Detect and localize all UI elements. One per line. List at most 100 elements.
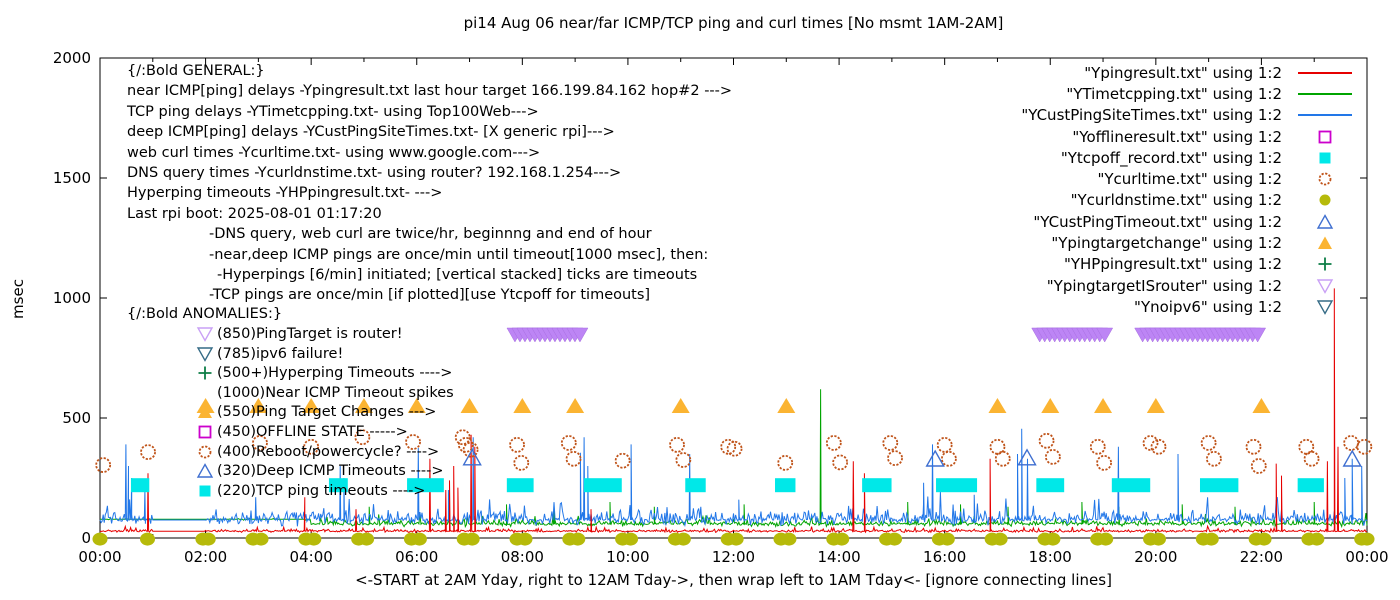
marker-dns-time	[728, 532, 744, 546]
marker-tcp-timeout	[130, 478, 150, 493]
x-axis-label: <-START at 2AM Yday, right to 12AM Tday-…	[355, 571, 1112, 589]
anomalies-header: {/:Bold ANOMALIES:}	[127, 306, 283, 322]
marker-ping-target-change	[1146, 398, 1165, 413]
marker-pingtarget-is-router	[1096, 327, 1114, 343]
anomaly-marker-open-triangle-up-icon	[196, 463, 214, 479]
legend-marker-open-square-icon	[1296, 129, 1354, 145]
marker-curl-time	[252, 435, 268, 451]
marker-curl-time	[1089, 438, 1106, 455]
marker-curl-time	[669, 436, 685, 453]
legend-item-label: "YTimetcpping.txt" using 1:2	[1066, 84, 1282, 103]
marker-curl-time	[614, 452, 631, 469]
legend-item-label: "Yofflineresult.txt" using 1:2	[1072, 127, 1282, 146]
marker-ping-target-change	[460, 398, 479, 413]
anomaly-legend-row: (320)Deep ICMP Timeouts ---->	[196, 463, 444, 479]
anomaly-label: (1000)Near ICMP Timeout spikes	[217, 384, 454, 401]
x-tick-label: 08:00	[501, 548, 544, 566]
marker-ping-target-change	[671, 398, 690, 413]
marker-tcp-timeout	[1036, 478, 1065, 493]
anomaly-label: (850)PingTarget is router!	[217, 326, 403, 342]
marker-deep-icmp-timeout	[925, 449, 945, 467]
marker-dns-time	[1098, 532, 1114, 546]
y-tick-label: 2000	[53, 49, 91, 67]
marker-dns-time	[464, 532, 480, 546]
marker-curl-time	[457, 436, 474, 453]
general-annotation-line: -near,deep ICMP pings are once/min until…	[209, 246, 709, 263]
anomaly-marker-open-triangle-down-icon	[196, 326, 214, 342]
marker-curl-time	[1356, 438, 1373, 455]
anomaly-marker-open-triangle-down-icon	[196, 346, 214, 362]
anomaly-label: (785)ipv6 failure!	[217, 345, 344, 362]
marker-curl-time	[509, 436, 525, 453]
legend-marker-filled-circle-icon	[1296, 192, 1354, 208]
marker-ping-target-change	[777, 398, 796, 413]
legend-item: "YHPpingresult.txt" using 1:2	[1021, 254, 1354, 275]
legend-marker-line-icon	[1296, 107, 1354, 123]
marker-ping-target-change	[566, 398, 585, 413]
legend-item: "Ynoipv6" using 1:2	[1021, 296, 1354, 317]
marker-curl-time	[1298, 438, 1315, 455]
x-tick-label: 00:00	[78, 548, 121, 566]
marker-deep-icmp-timeout	[1342, 449, 1362, 467]
marker-curl-time	[940, 450, 957, 467]
anomaly-label: (220)TCP ping timeouts ---->	[217, 482, 426, 499]
marker-curl-time	[405, 434, 421, 450]
legend-marker-filled-triangle-up-icon	[1296, 235, 1354, 251]
marker-dns-time	[1359, 532, 1375, 546]
marker-tcp-timeout	[1297, 478, 1324, 493]
marker-dns-time	[517, 532, 533, 546]
legend-item: "Yofflineresult.txt" using 1:2	[1021, 126, 1354, 147]
legend: "Ypingresult.txt" using 1:2 "YTimetcpping…	[1021, 62, 1354, 318]
marker-dns-time	[781, 532, 797, 546]
legend-item-label: "Ypingtargetchange" using 1:2	[1051, 234, 1282, 253]
marker-tcp-timeout	[936, 478, 978, 493]
marker-ping-target-change	[407, 398, 426, 413]
anomaly-legend-row: (1000)Near ICMP Timeout spikes	[196, 385, 454, 401]
chart-title: pi14 Aug 06 near/far ICMP/TCP ping and c…	[463, 14, 1004, 32]
marker-curl-time	[1250, 458, 1267, 474]
general-annotation-line: -Hyperpings [6/min] initiated; [vertical…	[217, 267, 698, 283]
x-tick-label: 18:00	[1029, 548, 1072, 566]
anomaly-legend-row: (500+)Hyperping Timeouts ---->	[196, 365, 452, 381]
marker-tcp-timeout	[583, 478, 622, 493]
legend-item-label: "Ypingresult.txt" using 1:2	[1084, 63, 1282, 82]
marker-ping-target-change	[1094, 398, 1113, 413]
marker-curl-time	[989, 438, 1006, 455]
y-tick-label: 1000	[53, 289, 91, 307]
marker-dns-time	[1203, 532, 1219, 546]
marker-pingtarget-is-router	[1249, 327, 1267, 343]
marker-dns-time	[887, 532, 903, 546]
legend-item-label: "Ynoipv6" using 1:2	[1134, 297, 1282, 316]
marker-dns-time	[359, 532, 375, 546]
anomaly-marker-filled-triangle-up-icon	[196, 404, 214, 420]
legend-item: "Ypingresult.txt" using 1:2	[1021, 62, 1354, 83]
anomaly-marker-open-square-icon	[196, 424, 214, 440]
marker-curl-time	[994, 450, 1011, 467]
marker-curl-time	[675, 452, 692, 468]
marker-curl-time	[1343, 435, 1360, 451]
series-YCustPingSiteTimes	[99, 428, 1368, 528]
marker-curl-time	[1142, 435, 1159, 451]
legend-marker-open-triangle-down-icon	[1296, 299, 1354, 315]
legend-marker-open-triangle-up-icon	[1296, 213, 1354, 230]
x-tick-label: 20:00	[1134, 548, 1177, 566]
marker-curl-time	[1096, 454, 1112, 471]
general-annotation-line: near ICMP[ping] delays -Ypingresult.txt …	[127, 83, 733, 100]
marker-dns-time	[939, 532, 955, 546]
marker-dns-time	[306, 532, 322, 546]
legend-marker-plus-icon	[1296, 256, 1354, 272]
general-annotation-line: -DNS query, web curl are twice/hr, begin…	[209, 226, 652, 243]
anomaly-legend-row: (850)PingTarget is router!	[196, 326, 403, 342]
marker-ping-target-change	[513, 398, 532, 413]
general-annotation-line: deep ICMP[ping] delays -YCustPingSiteTim…	[127, 124, 615, 141]
marker-curl-time	[882, 435, 899, 451]
legend-item: "Ycurldnstime.txt" using 1:2	[1021, 190, 1354, 211]
marker-ping-target-change	[1252, 398, 1271, 413]
marker-curl-time	[936, 436, 953, 453]
marker-curl-time	[513, 454, 530, 471]
anomaly-marker-plus-icon	[196, 365, 214, 381]
legend-marker-open-circle-icon	[1296, 171, 1354, 187]
marker-dns-time	[1045, 532, 1061, 546]
general-annotation-line: DNS query times -Ycurldnstime.txt- using…	[127, 165, 622, 181]
